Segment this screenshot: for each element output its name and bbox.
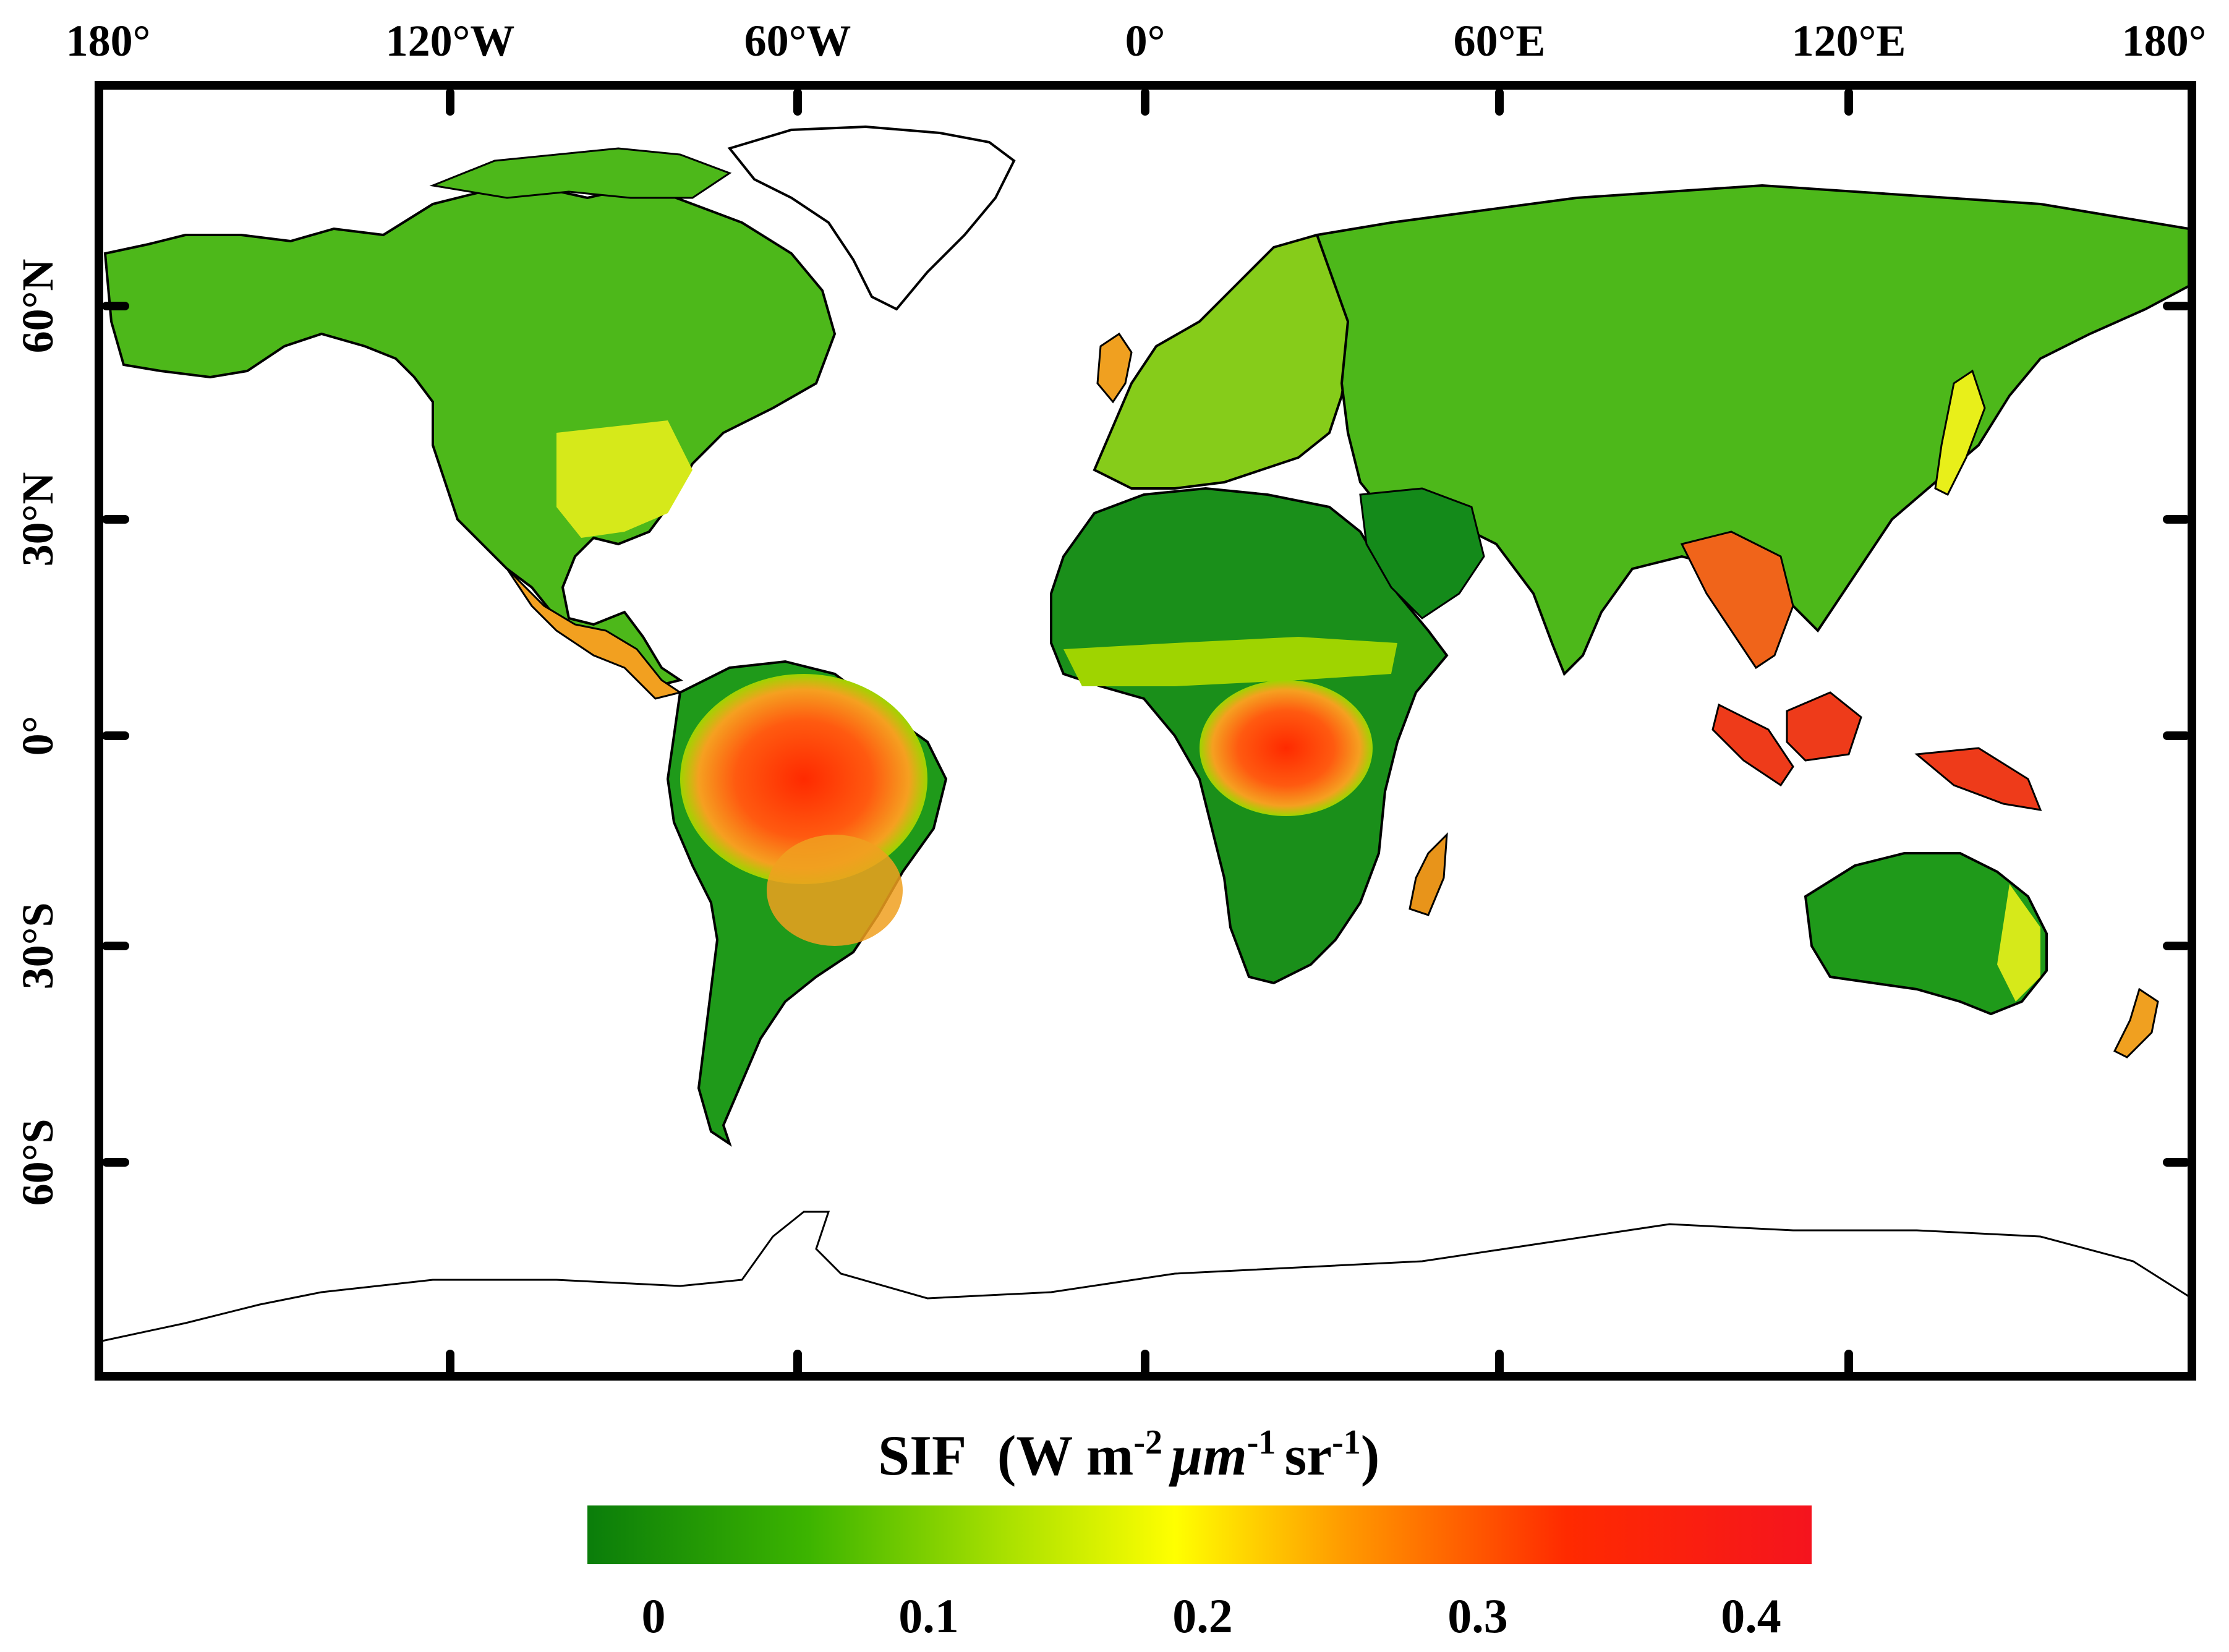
antarctica (99, 1211, 2192, 1376)
arctic-islands (429, 147, 732, 199)
colorbar-title: SIF (W m-2 μm-1 sr-1) (878, 1423, 1379, 1487)
cb-tick-0: 0 (642, 1589, 666, 1643)
lon-label-180e: 180° (2122, 16, 2207, 66)
amazon-region (680, 674, 927, 884)
british-isles (1096, 332, 1133, 404)
lon-label-60e: 60°E (1454, 16, 1546, 66)
indonesia (1711, 703, 1794, 787)
lat-label-30n: 30°N (13, 472, 62, 567)
greenland (727, 125, 1016, 311)
cb-tick-0-2: 0.2 (1172, 1589, 1233, 1643)
colorbar (587, 1505, 1812, 1564)
cb-tick-0-4: 0.4 (1721, 1589, 1781, 1643)
japan (1934, 369, 1986, 496)
lon-label-120e: 120°E (1792, 16, 1906, 66)
map-area (99, 85, 2192, 1376)
lat-label-30s: 30°S (13, 903, 62, 990)
lon-label-120w: 120°W (386, 16, 515, 66)
madagascar (1409, 832, 1448, 916)
sahel-band (1063, 637, 1397, 686)
middle-east (1359, 487, 1485, 620)
latitude-ticks (102, 302, 2190, 1167)
colorbar-ticks: 0 0.1 0.2 0.3 0.4 (642, 1589, 1781, 1643)
longitude-ticks (446, 88, 1853, 1377)
australia-east-yellow (1997, 884, 2040, 1002)
usa-east-yellow (556, 420, 693, 538)
lon-label-180w: 180° (66, 16, 151, 66)
longitude-labels: 180° 120°W 60°W 0° 60°E 120°E 180° (66, 16, 2207, 66)
cb-tick-0-1: 0.1 (898, 1589, 959, 1643)
lat-label-60n: 60°N (13, 259, 62, 354)
latitude-labels: 60°N 30°N 0° 30°S 60°S (13, 259, 62, 1206)
lon-label-60w: 60°W (744, 16, 851, 66)
brazil-south-orange (767, 835, 903, 946)
borneo (1786, 691, 1862, 762)
south-east-asia (1680, 530, 1794, 670)
lat-label-60s: 60°S (13, 1119, 62, 1206)
cb-tick-0-3: 0.3 (1447, 1589, 1508, 1643)
new-guinea (1914, 747, 2042, 811)
colorbar-title-text: SIF (W m-2 μm-1 sr-1) (878, 1423, 1379, 1487)
australia (1804, 852, 2048, 1016)
congo-basin (1200, 680, 1373, 816)
lat-label-0: 0° (13, 716, 62, 756)
new-zealand (2113, 987, 2159, 1058)
lon-label-0: 0° (1125, 16, 1166, 66)
